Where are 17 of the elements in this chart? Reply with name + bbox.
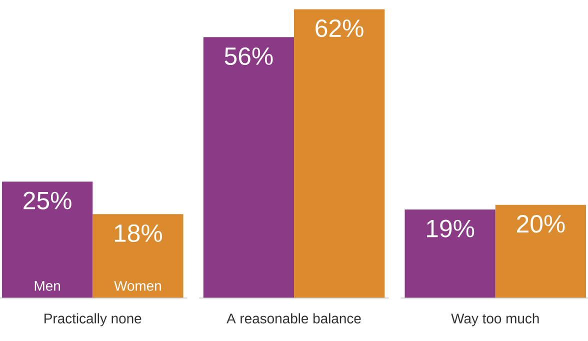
data-label: 20% (517, 215, 565, 233)
series-label: Men (34, 281, 60, 291)
series-label: Women (114, 281, 161, 291)
bar (404, 210, 496, 298)
data-label: 25% (24, 192, 72, 210)
x-tick-label: A reasonable balance (226, 313, 361, 324)
data-label: 56% (224, 47, 273, 66)
data-label: 18% (114, 224, 162, 242)
bar (2, 182, 93, 298)
bar (203, 37, 294, 298)
data-label: 62% (316, 19, 364, 38)
bar (92, 214, 184, 298)
bar (495, 204, 586, 298)
data-label: 19% (427, 220, 474, 238)
x-tick-label: Way too much (451, 313, 539, 326)
x-tick-label: Practically none (44, 313, 142, 326)
bar (294, 9, 385, 298)
